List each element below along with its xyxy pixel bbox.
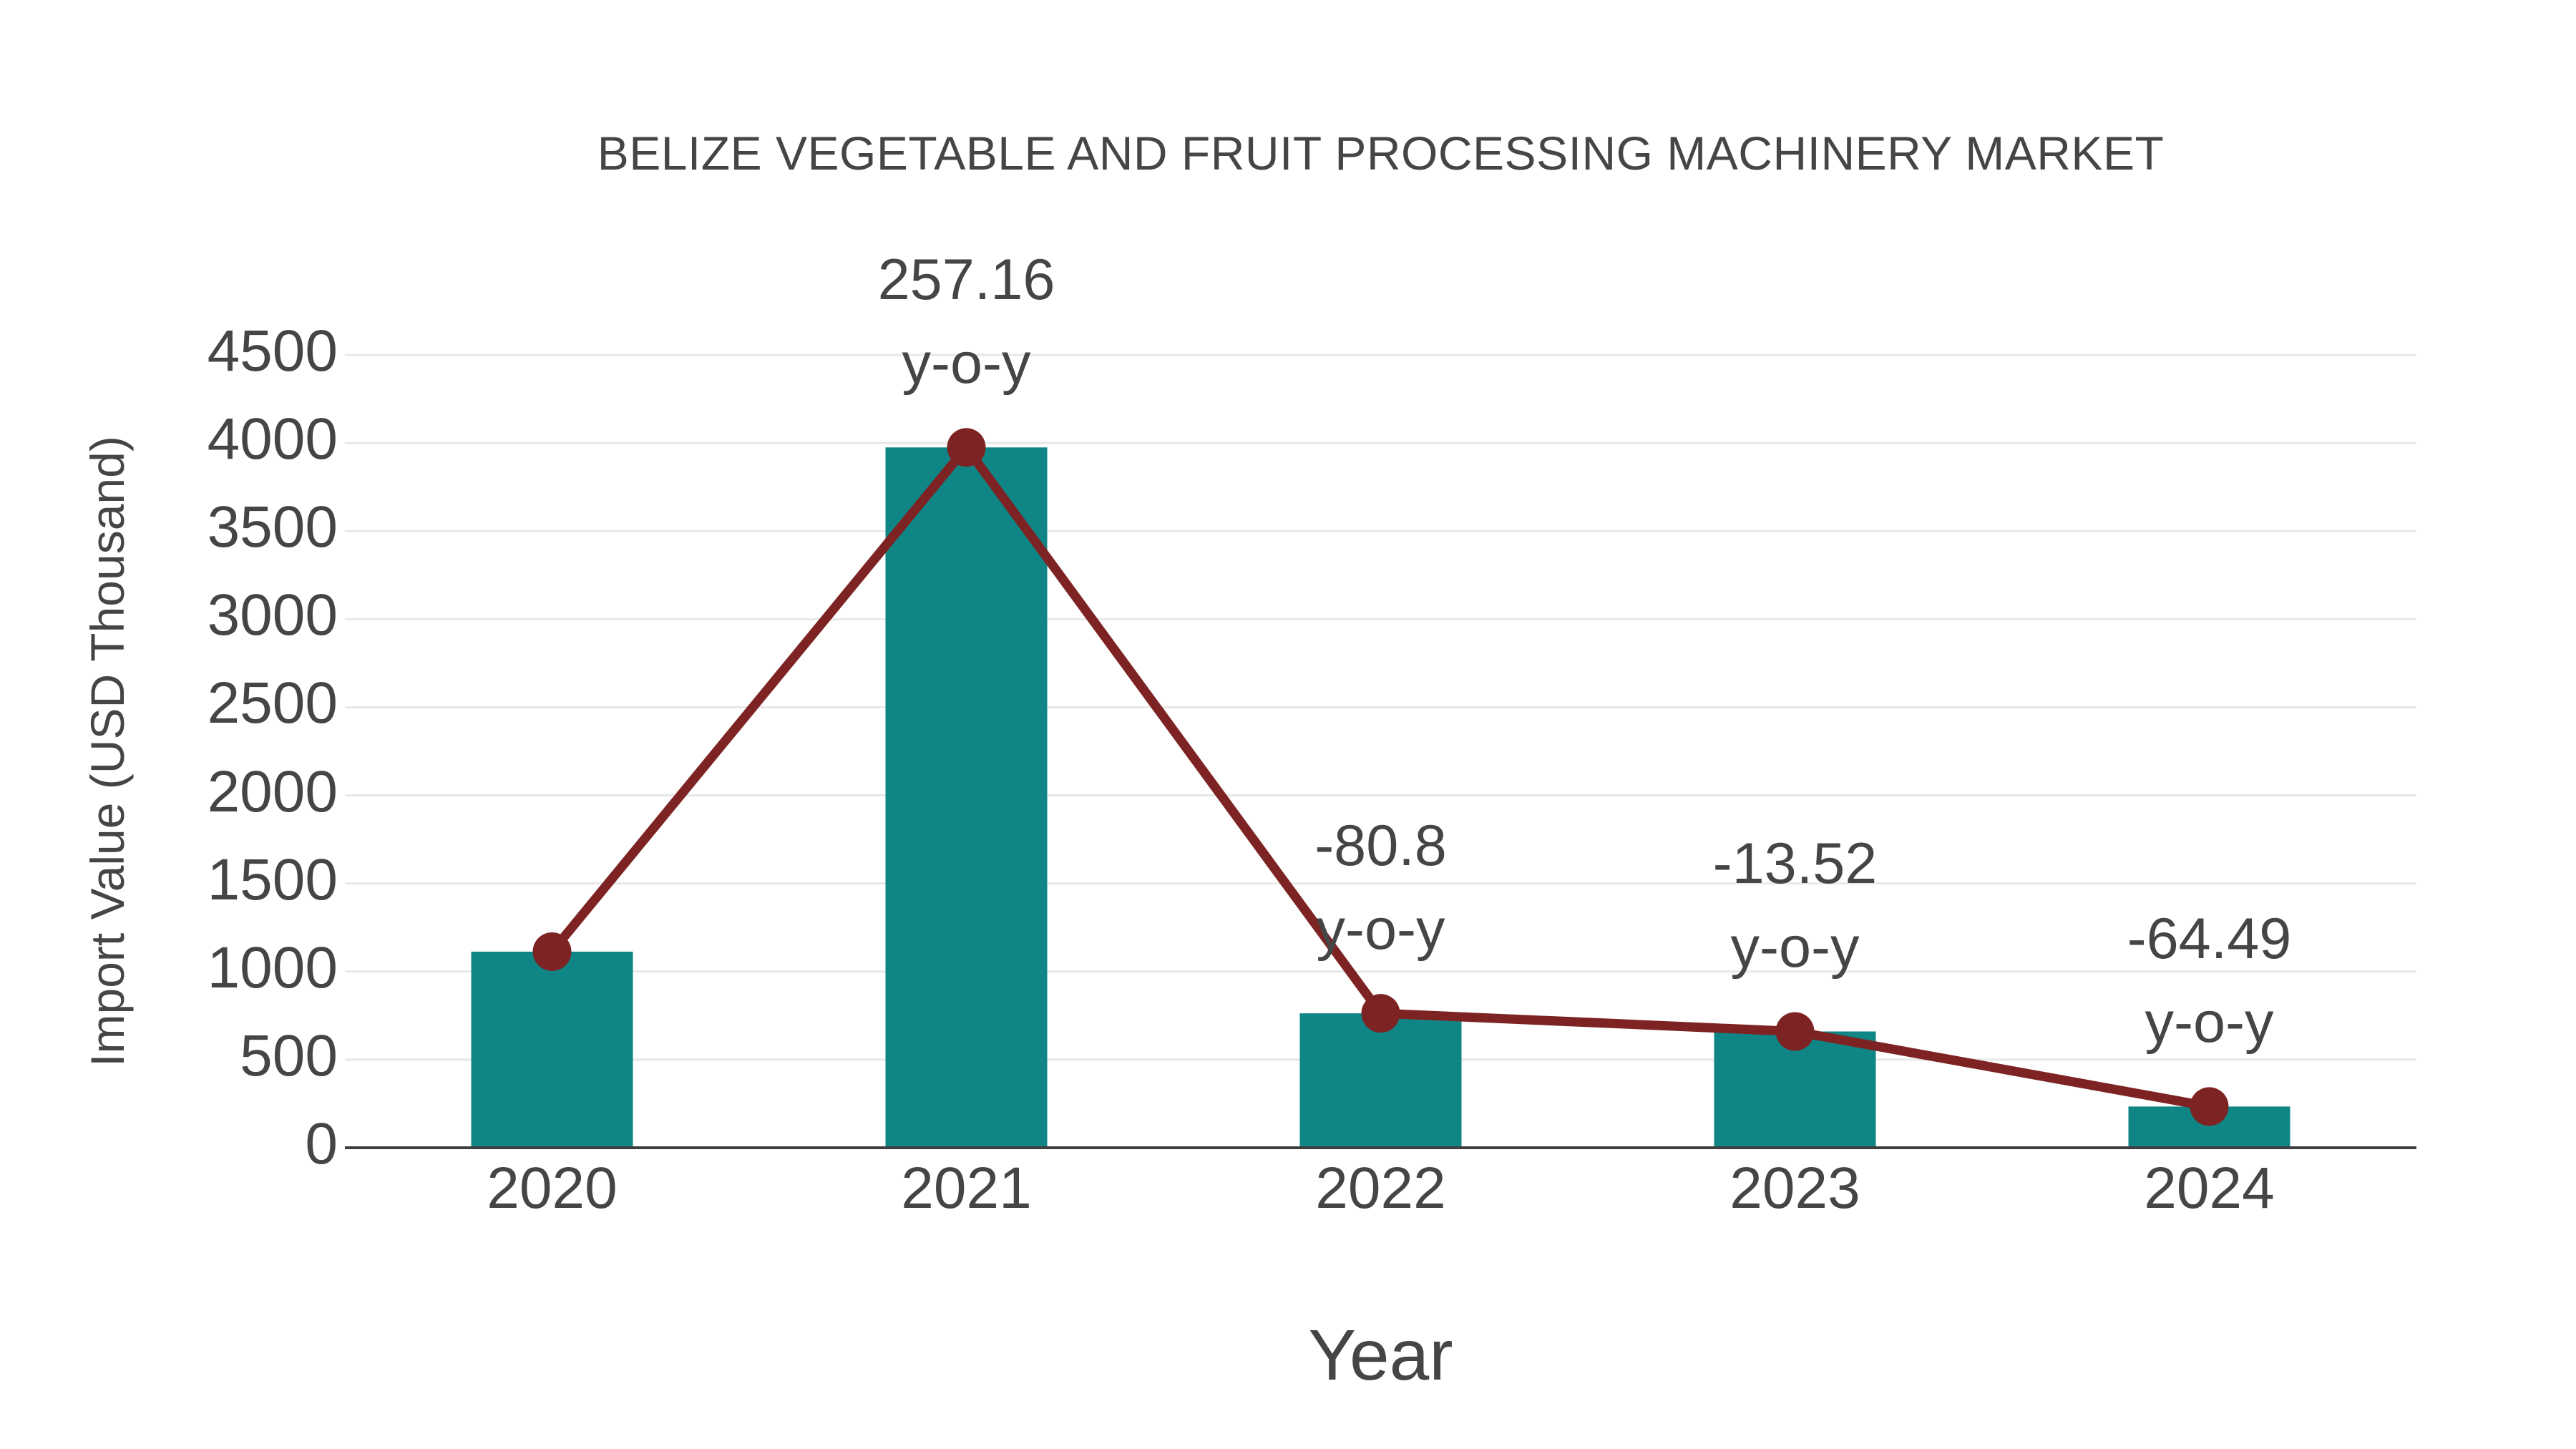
bar-2022 (1299, 1013, 1462, 1148)
annotation-unit-2021: y-o-y (902, 331, 1031, 396)
annotation-unit-2023: y-o-y (1730, 915, 1860, 980)
bar-2023 (1714, 1031, 1876, 1148)
bar-2020 (471, 951, 633, 1148)
data-point-2024 (2190, 1087, 2229, 1126)
annotation-unit-2022: y-o-y (1316, 897, 1445, 962)
y-tick-label: 1000 (207, 935, 338, 1000)
y-tick-label: 2500 (207, 670, 338, 736)
data-point-2022 (1361, 994, 1400, 1033)
x-tick-label: 2021 (901, 1156, 1032, 1221)
y-tick-label: 1500 (207, 847, 338, 912)
x-axis-title: Year (1308, 1315, 1453, 1395)
y-tick-label: 0 (305, 1111, 338, 1176)
x-tick-label: 2023 (1729, 1156, 1860, 1221)
x-tick-label: 2024 (2144, 1156, 2275, 1221)
data-point-2020 (532, 932, 572, 971)
annotation-value-2021: 257.16 (877, 248, 1055, 313)
annotation-value-2022: -80.8 (1314, 814, 1447, 879)
y-tick-label: 2000 (207, 758, 338, 824)
data-point-2023 (1775, 1012, 1815, 1051)
y-tick-label: 4500 (207, 318, 338, 384)
y-tick-label: 500 (240, 1023, 338, 1088)
data-point-2021 (947, 428, 986, 467)
x-tick-label: 2020 (487, 1156, 618, 1221)
bar-2021 (885, 447, 1048, 1148)
y-tick-label: 4000 (207, 406, 338, 472)
y-tick-label: 3500 (207, 494, 338, 560)
y-tick-label: 3000 (207, 582, 338, 648)
annotation-value-2024: -64.49 (2127, 907, 2292, 972)
chart-title: BELIZE VEGETABLE AND FRUIT PROCESSING MA… (597, 127, 2165, 180)
x-tick-label: 2022 (1315, 1156, 1446, 1221)
annotation-unit-2024: y-o-y (2145, 990, 2274, 1055)
annotation-value-2023: -13.52 (1712, 831, 1878, 897)
